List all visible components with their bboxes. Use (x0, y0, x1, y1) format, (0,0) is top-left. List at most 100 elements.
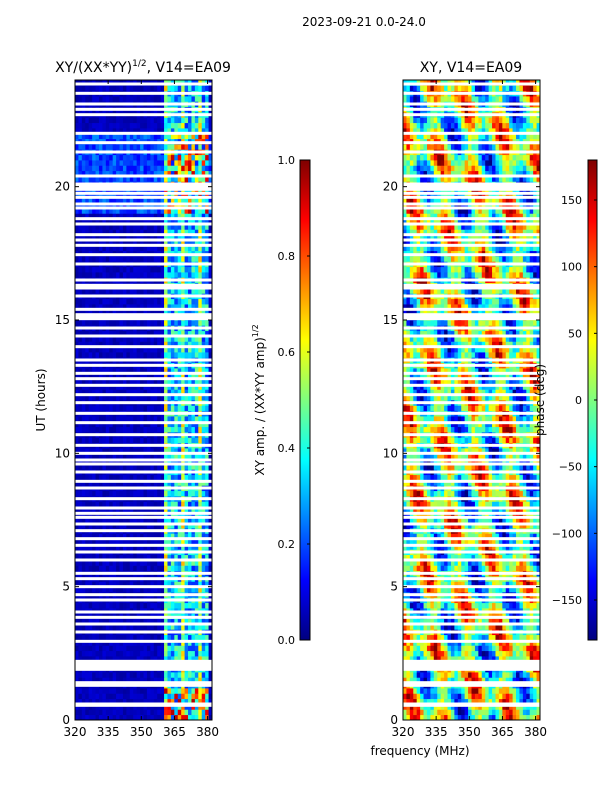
heatmap-cell (177, 560, 182, 566)
heatmap-cell (170, 133, 175, 140)
heatmap-cell (98, 677, 103, 684)
heatmap-cell (95, 245, 100, 252)
heatmap-cell (98, 256, 103, 262)
heatmap-cell (184, 565, 189, 572)
heatmap-cell (81, 266, 86, 273)
heatmap-cell (116, 506, 120, 513)
heatmap-cell (143, 458, 148, 465)
heatmap-cell (85, 288, 90, 294)
heatmap-cell (164, 480, 168, 486)
heatmap-cell (136, 464, 141, 470)
heatmap-cell (198, 378, 203, 385)
heatmap-cell (450, 714, 455, 721)
heatmap-cell (184, 709, 189, 716)
heatmap-cell (170, 522, 175, 529)
heatmap-cell (198, 192, 203, 198)
heatmap-cell (188, 384, 192, 390)
heatmap-cell (198, 394, 203, 401)
heatmap-cell (140, 634, 144, 641)
heatmap-cell (194, 634, 199, 641)
heatmap-cell (194, 533, 199, 540)
heatmap-cell (160, 85, 165, 92)
heatmap-cell (174, 373, 179, 380)
heatmap-cell (157, 373, 162, 380)
heatmap-cell (133, 202, 138, 209)
heatmap-cell (136, 624, 141, 630)
heatmap-cell (191, 448, 196, 454)
heatmap-cell (164, 618, 168, 625)
heatmap-cell (201, 704, 206, 710)
heatmap-cell (150, 96, 155, 102)
heatmap-cell (78, 490, 83, 497)
heatmap-cell (116, 544, 120, 550)
heatmap-cell (181, 560, 185, 566)
heatmap-cell (157, 618, 162, 625)
heatmap-cell (102, 154, 107, 161)
heatmap-cell (164, 650, 168, 657)
heatmap-cell (133, 714, 138, 721)
heatmap-cell (143, 645, 148, 652)
heatmap-cell (188, 560, 192, 566)
heatmap-cell (191, 533, 196, 540)
heatmap-cell (201, 554, 206, 561)
heatmap-cell (170, 480, 175, 486)
heatmap-cell (167, 538, 172, 545)
heatmap-cell (122, 416, 127, 422)
heatmap-cell (174, 144, 179, 150)
heatmap-cell (164, 266, 168, 273)
heatmap-cell (119, 330, 124, 337)
heatmap-cell (112, 640, 117, 646)
heatmap-cell (143, 154, 148, 161)
heatmap-cell (146, 688, 151, 694)
heatmap-cell (88, 501, 93, 508)
heatmap-cell (88, 224, 93, 230)
heatmap-cell (78, 160, 83, 166)
heatmap-cell (164, 565, 168, 572)
heatmap-cell (416, 709, 421, 716)
heatmap-cell (92, 714, 96, 721)
heatmap-cell (116, 458, 120, 465)
heatmap-cell (191, 394, 196, 401)
heatmap-cell (164, 501, 168, 508)
heatmap-cell (143, 517, 148, 524)
heatmap-cell (146, 320, 151, 326)
heatmap-cell (119, 693, 124, 700)
heatmap-cell (122, 522, 127, 529)
heatmap-cell (167, 416, 172, 422)
heatmap-cell (133, 160, 138, 166)
heatmap-cell (85, 640, 90, 646)
heatmap-cell (194, 714, 199, 721)
heatmap-cell (81, 213, 86, 220)
heatmap-cell (184, 245, 189, 252)
heatmap-cell (95, 437, 100, 444)
heatmap-cell (201, 85, 206, 92)
heatmap-cell (205, 122, 209, 129)
heatmap-cell (153, 533, 158, 540)
heatmap-cell (136, 213, 141, 220)
heatmap-cell (102, 320, 107, 326)
heatmap-cell (102, 704, 107, 710)
heatmap-cell (194, 165, 199, 172)
heatmap-cell (116, 650, 120, 657)
heatmap-cell (174, 618, 179, 625)
heatmap-cell (85, 229, 90, 236)
heatmap-cell (184, 506, 189, 513)
heatmap-cell (208, 506, 213, 513)
heatmap-cell (164, 245, 168, 252)
heatmap-cell (153, 704, 158, 710)
heatmap-cell (150, 698, 155, 705)
heatmap-cell (160, 256, 165, 262)
heatmap-cell (75, 117, 79, 124)
heatmap-cell (208, 165, 213, 172)
heatmap-cell (498, 714, 503, 721)
heatmap-cell (208, 373, 213, 380)
heatmap-cell (181, 586, 185, 593)
heatmap-cell (88, 192, 93, 198)
heatmap-cell (109, 197, 114, 204)
heatmap-cell (191, 117, 196, 124)
heatmap-cell (112, 245, 117, 252)
heatmap-cell (184, 160, 189, 166)
heatmap-cell (133, 384, 138, 390)
heatmap-cell (157, 133, 162, 140)
heatmap-cell (143, 650, 148, 657)
